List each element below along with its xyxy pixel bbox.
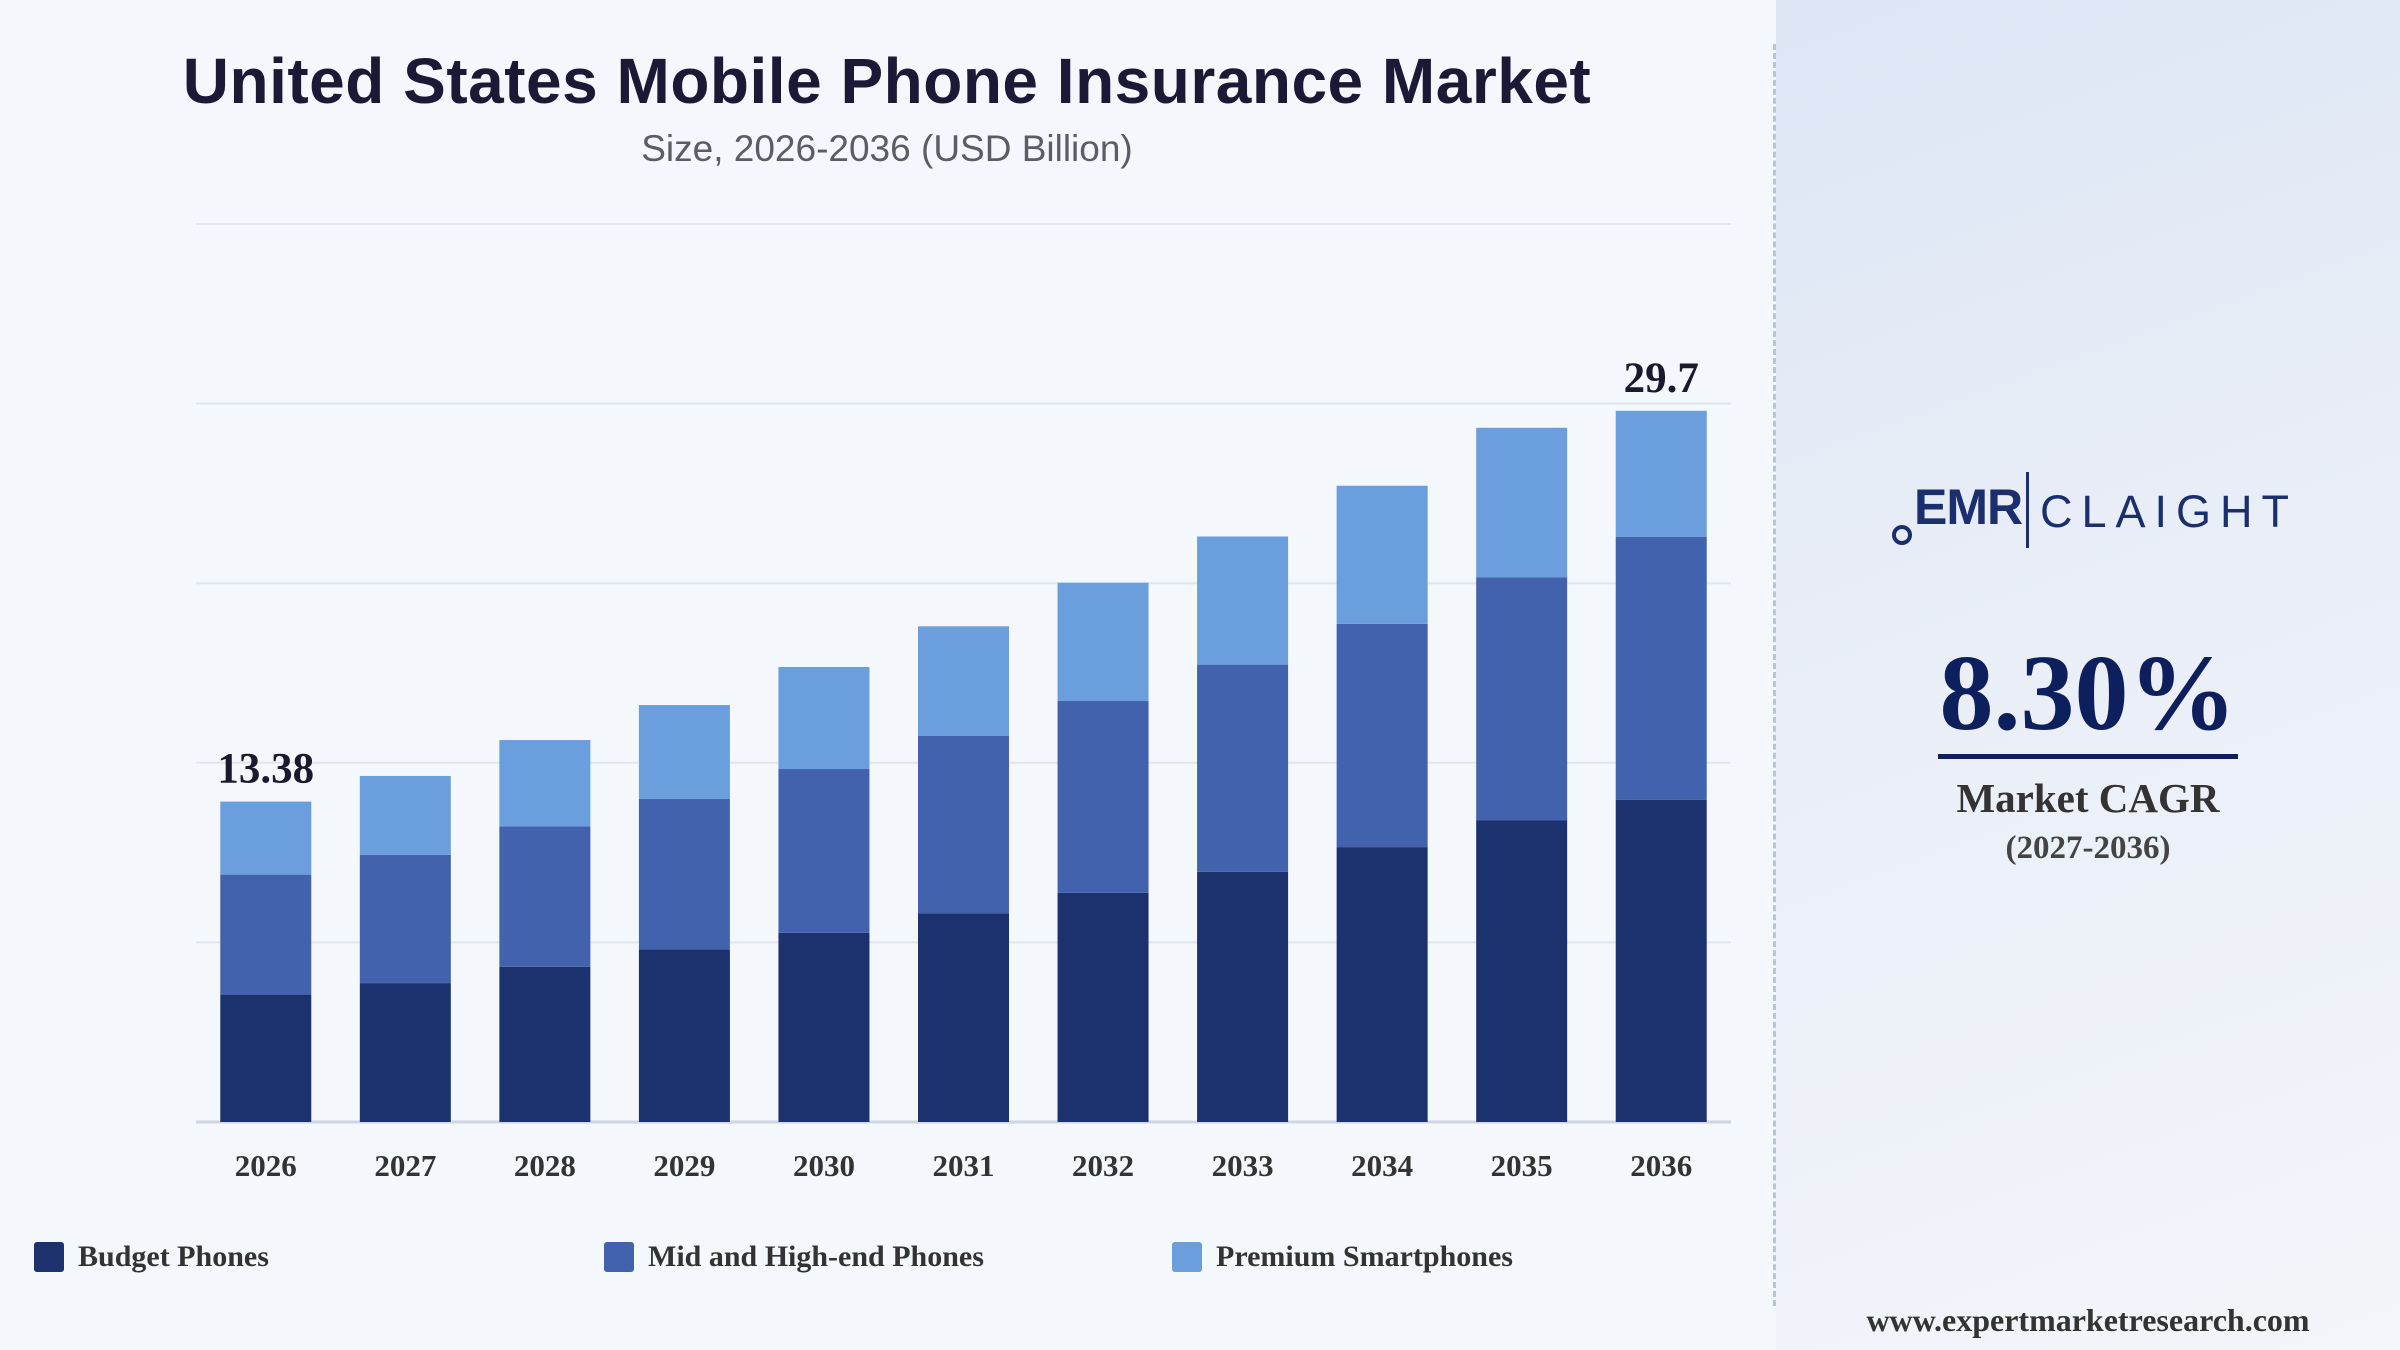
legend-label: Mid and High-end Phones <box>648 1240 984 1273</box>
x-tick-label: 2032 <box>1072 1148 1134 1183</box>
bar-segment <box>1476 427 1568 578</box>
bar-segment <box>918 913 1009 1122</box>
bar-segment <box>1057 701 1149 893</box>
legend-item-premium-smartphones: Premium Smartphones <box>1172 1240 1513 1274</box>
bar-segment <box>1197 664 1289 872</box>
x-tick-label: 2035 <box>1491 1148 1553 1183</box>
bar-segment <box>1336 623 1428 848</box>
bar-segment <box>778 667 870 770</box>
legend-swatch <box>34 1242 64 1272</box>
legend-item-mid-high-end-phones: Mid and High-end Phones <box>604 1240 984 1274</box>
bar-segment <box>1336 485 1428 624</box>
legend-label: Premium Smartphones <box>1216 1240 1513 1273</box>
emr-claight-logo: EMR CLAIGHT <box>1892 470 2292 550</box>
bar-segment <box>1057 892 1149 1122</box>
bar-segment <box>220 801 312 875</box>
bar-segment <box>1057 582 1149 702</box>
bar-segment <box>1615 536 1707 800</box>
legend: Budget Phones Mid and High-end Phones Pr… <box>34 1240 1734 1280</box>
x-tick-label: 2033 <box>1212 1148 1274 1183</box>
bar-segment <box>638 798 730 950</box>
cagr-period: (2027-2036) <box>2005 830 2171 866</box>
bar-segment <box>1615 799 1707 1122</box>
x-tick-label: 2027 <box>374 1148 436 1183</box>
x-tick-label: 2036 <box>1630 1148 1692 1183</box>
bar-segment <box>220 994 312 1122</box>
bar-segment <box>638 949 730 1122</box>
legend-label: Budget Phones <box>78 1240 269 1273</box>
info-panel <box>1776 0 2400 1350</box>
logo-separator <box>2026 472 2029 548</box>
logo-claight-text: CLAIGHT <box>2040 486 2299 537</box>
bars <box>220 410 1707 1122</box>
bar-segment <box>1197 871 1289 1122</box>
cagr-value: 8.30% <box>1939 634 2237 753</box>
cagr-underline <box>1938 754 2238 759</box>
panel-divider <box>1773 44 1776 1306</box>
x-axis-ticks: 2026 2027 2028 2029 2030 2031 2032 2033 2034 2035… <box>235 1148 1692 1183</box>
x-tick-label: 2029 <box>653 1148 715 1183</box>
stacked-bar-chart: 2026 2027 2028 2029 2030 2031 2032 2033 2034 2035… <box>196 223 1731 1183</box>
website-url: www.expertmarketresearch.com <box>1866 1302 2310 1338</box>
chart-title: United States Mobile Phone Insurance Mar… <box>182 45 1592 117</box>
bar-segment <box>918 735 1009 914</box>
data-label: 13.38 <box>217 746 314 793</box>
bar-segment <box>220 874 312 995</box>
legend-item-budget-phones: Budget Phones <box>34 1240 269 1274</box>
x-tick-label: 2030 <box>793 1148 855 1183</box>
bar-segment <box>499 826 591 967</box>
bar-segment <box>1336 847 1428 1122</box>
legend-swatch <box>1172 1242 1202 1272</box>
bar-segment <box>638 705 730 799</box>
legend-swatch <box>604 1242 634 1272</box>
x-tick-label: 2028 <box>514 1148 576 1183</box>
bar-segment <box>499 966 591 1122</box>
bar-segment <box>778 769 870 933</box>
data-label: 29.7 <box>1624 355 1699 402</box>
x-tick-label: 2026 <box>235 1148 297 1183</box>
bar-segment <box>1615 410 1707 537</box>
chart-subtitle: Size, 2026-2036 (USD Billion) <box>641 128 1133 169</box>
bar-segment <box>359 983 451 1122</box>
bar-segment <box>499 740 591 827</box>
bar-segment <box>918 626 1009 736</box>
bar-segment <box>1476 577 1568 821</box>
data-labels: 13.38 29.7 <box>217 355 1698 793</box>
x-tick-label: 2034 <box>1351 1148 1413 1183</box>
bar-segment <box>1476 820 1568 1122</box>
bar-segment <box>778 932 870 1122</box>
cagr-label: Market CAGR <box>1956 775 2220 821</box>
bar-segment <box>359 775 451 855</box>
bar-segment <box>359 854 451 984</box>
bar-segment <box>1197 536 1289 665</box>
logo-dot-icon <box>1892 525 1912 545</box>
x-tick-label: 2031 <box>933 1148 995 1183</box>
logo-emr-text: EMR <box>1914 479 2023 535</box>
